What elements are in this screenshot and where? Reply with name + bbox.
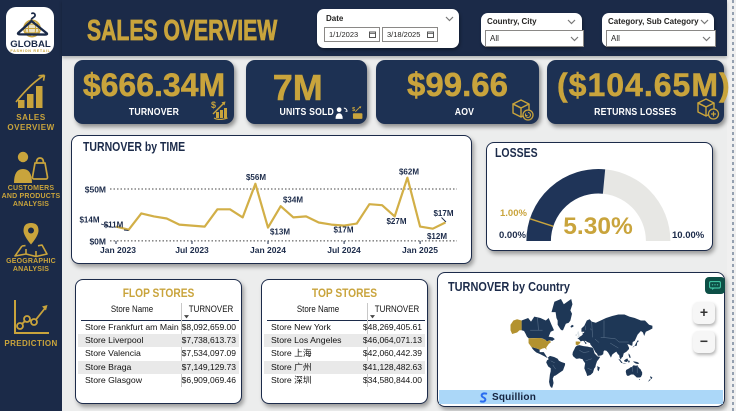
svg-text:$17M: $17M (333, 225, 353, 234)
svg-text:$: $ (211, 100, 216, 110)
svg-text:Jul 2024: Jul 2024 (327, 245, 361, 255)
svg-text:$: $ (352, 107, 355, 113)
svg-text:$62M: $62M (398, 167, 418, 176)
svg-text:$34M: $34M (282, 195, 302, 204)
svg-text:5.30%: 5.30% (563, 213, 633, 240)
svg-text:FASHION RETAIL: FASHION RETAIL (10, 49, 50, 53)
svg-text:$14M: $14M (79, 215, 99, 224)
svg-text:$50M: $50M (84, 184, 105, 194)
svg-text:Jan 2024: Jan 2024 (250, 245, 286, 255)
svg-text:$11M: $11M (103, 220, 123, 229)
svg-text:$0M: $0M (89, 236, 106, 246)
svg-text:$17M: $17M (433, 209, 453, 218)
svg-text:$13M: $13M (269, 227, 289, 236)
svg-text:Jan 2025: Jan 2025 (402, 245, 438, 255)
svg-text:Jan 2023: Jan 2023 (100, 245, 136, 255)
svg-text:GLOBAL: GLOBAL (10, 39, 51, 50)
svg-text:0.00%: 0.00% (499, 230, 526, 241)
svg-text:$27M: $27M (386, 217, 406, 226)
svg-text:$56M: $56M (245, 173, 265, 182)
svg-text:Jul 2023: Jul 2023 (175, 245, 209, 255)
svg-text:10.00%: 10.00% (672, 230, 705, 241)
svg-text:$12M: $12M (426, 232, 446, 241)
svg-text:1.00%: 1.00% (500, 208, 527, 219)
